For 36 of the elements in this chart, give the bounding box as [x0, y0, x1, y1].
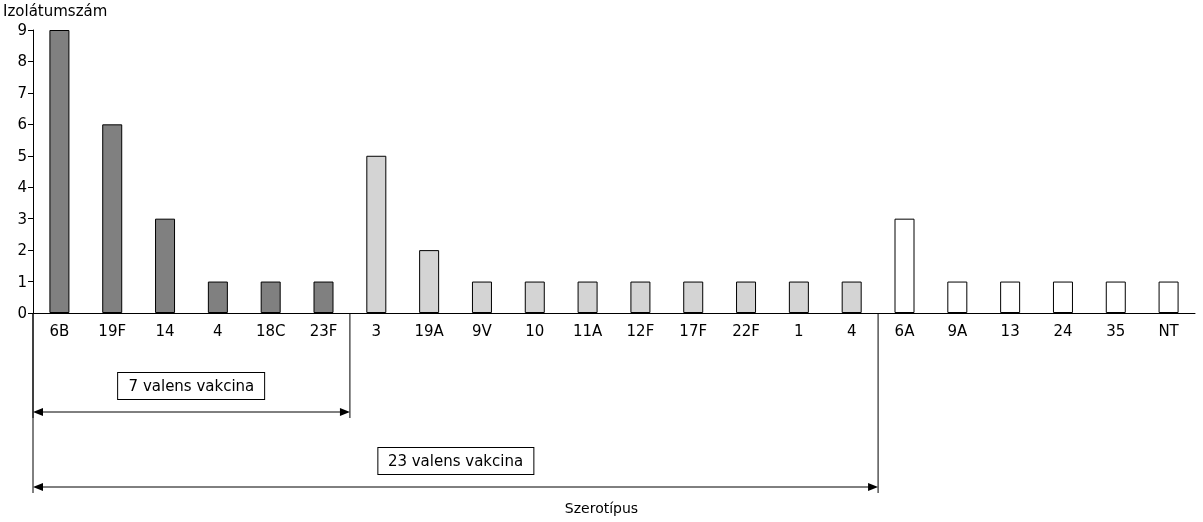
- y-tick-label: 7: [17, 83, 27, 102]
- y-tick-label: 6: [17, 115, 27, 134]
- y-tick-label: 8: [17, 52, 27, 71]
- x-tick-label: 23F: [309, 321, 338, 340]
- x-tick-label: 9A: [947, 321, 968, 340]
- x-tick-label: 3: [371, 321, 382, 340]
- x-tick-label: 11A: [572, 321, 603, 340]
- x-tick-label: 18C: [255, 321, 286, 340]
- x-tick-label: 19F: [98, 321, 127, 340]
- y-tick-label: 2: [17, 241, 27, 260]
- x-tick-label: 24: [1053, 321, 1073, 340]
- x-tick-label: 35: [1106, 321, 1126, 340]
- y-tick-label: 4: [17, 178, 27, 197]
- y-tick-label: 9: [17, 21, 27, 39]
- x-tick-label: 9V: [472, 321, 493, 340]
- x-tick-label: 12F: [626, 321, 655, 340]
- x-tick-label: 13: [1000, 321, 1020, 340]
- x-tick-label: 6B: [49, 321, 70, 340]
- y-tick-label: 1: [17, 272, 27, 291]
- text: Szerotípus: [563, 500, 640, 516]
- text: 7 valens vakcina: [117, 372, 266, 400]
- x-tick-label: 19A: [414, 321, 445, 340]
- y-tick-label: 3: [17, 209, 27, 228]
- x-tick-label: 6A: [894, 321, 916, 340]
- x-tick-label: 10: [525, 321, 545, 340]
- x-tick-label: 4: [846, 321, 857, 340]
- x-tick-label: 22F: [732, 321, 760, 340]
- y-tick-label: 5: [17, 146, 27, 165]
- y-tick-label: 0: [17, 304, 27, 322]
- x-tick-label: 17F: [679, 321, 708, 340]
- x-tick-label: 1: [794, 321, 804, 340]
- y-axis-title: Izolátumszám: [3, 1, 108, 20]
- x-tick-label: NT: [1158, 321, 1180, 340]
- text: 23 valens vakcina: [376, 447, 535, 475]
- x-tick-label: 14: [155, 321, 175, 340]
- x-tick-label: 4: [213, 321, 223, 340]
